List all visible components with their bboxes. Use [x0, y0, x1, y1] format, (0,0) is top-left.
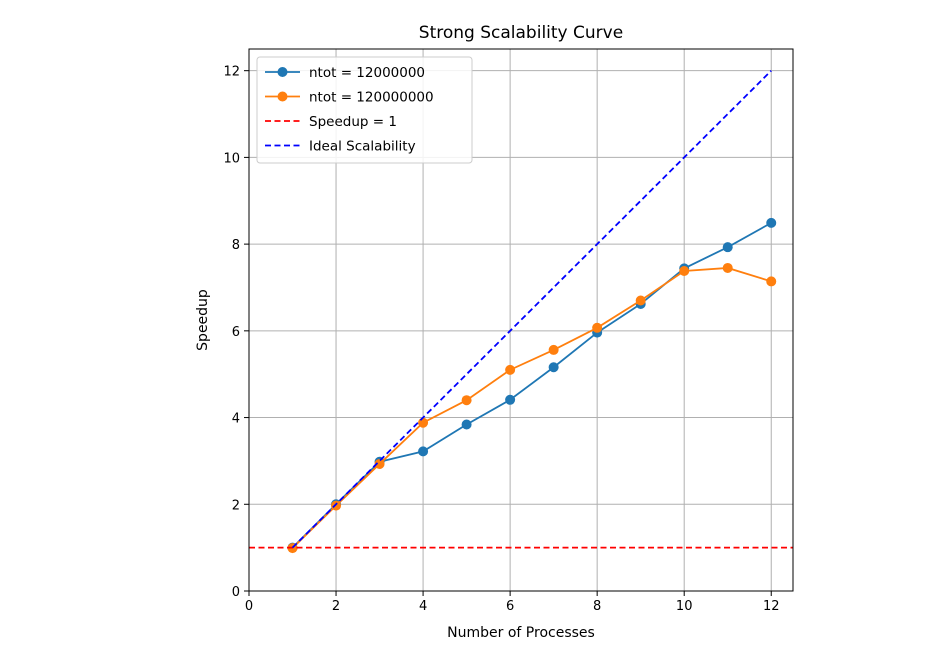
x-tick-label: 6: [506, 599, 514, 614]
plot-area-frame: [248, 48, 794, 592]
legend-box: [256, 56, 473, 164]
legend-label-0: ntot = 12000000: [309, 65, 425, 81]
series-0-point: [766, 217, 777, 228]
y-tick-label: 0: [232, 585, 240, 600]
series-1-point: [548, 344, 559, 355]
y-tick-label: 6: [232, 325, 240, 340]
x-tick-label: 4: [419, 599, 427, 614]
chart-title: Strong Scalability Curve: [419, 23, 623, 43]
x-tick-label: 2: [332, 599, 340, 614]
series-0-point: [418, 446, 429, 457]
legend-marker-0: [277, 67, 288, 77]
y-tick-label: 8: [232, 238, 240, 253]
series-1-point: [722, 262, 733, 273]
y-tick-label: 2: [232, 498, 240, 513]
series-line-0: [291, 222, 772, 549]
series-1-point: [505, 364, 516, 375]
series-line-1: [291, 267, 772, 549]
series-line-3: [291, 70, 772, 549]
y-axis-label: Speedup: [195, 289, 211, 351]
y-tick-label: 12: [223, 65, 240, 80]
series-1-point: [331, 500, 342, 511]
series-1-point: [461, 395, 472, 406]
x-tick-label: 10: [676, 599, 693, 614]
grid: [248, 49, 793, 592]
x-tick-label: 8: [593, 599, 601, 614]
legend: ntot = 12000000 ntot = 120000000 Speedup =…: [256, 56, 473, 164]
series-0-point: [548, 362, 559, 373]
series-layer: [249, 70, 793, 554]
y-tick-label: 4: [232, 412, 240, 427]
x-tick-label: 12: [763, 599, 780, 614]
series-1-point: [766, 276, 777, 287]
legend-label-2: Speedup = 1: [309, 114, 397, 130]
series-1-point: [679, 266, 690, 277]
series-0-point: [505, 394, 516, 405]
series-1-point: [418, 417, 429, 428]
x-tick-label: 0: [245, 599, 253, 614]
y-tick-label: 10: [223, 151, 240, 166]
x-axis-label: Number of Processes: [447, 625, 595, 641]
series-1-point: [374, 458, 385, 469]
axis-ticks: 0 2 4 6 8 10 12 0 2 4 6 8 10 12: [223, 65, 779, 614]
series-0-point: [722, 242, 733, 253]
series-1-point: [635, 295, 646, 306]
legend-label-1: ntot = 120000000: [309, 90, 434, 106]
legend-label-3: Ideal Scalability: [309, 139, 416, 155]
series-0-point: [461, 419, 472, 430]
series-1-point: [592, 322, 603, 333]
legend-marker-1: [277, 91, 288, 102]
